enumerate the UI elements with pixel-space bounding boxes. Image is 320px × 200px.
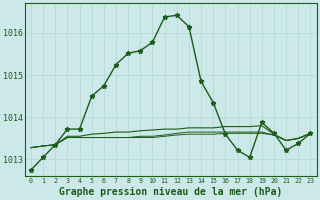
X-axis label: Graphe pression niveau de la mer (hPa): Graphe pression niveau de la mer (hPa) <box>59 186 282 197</box>
